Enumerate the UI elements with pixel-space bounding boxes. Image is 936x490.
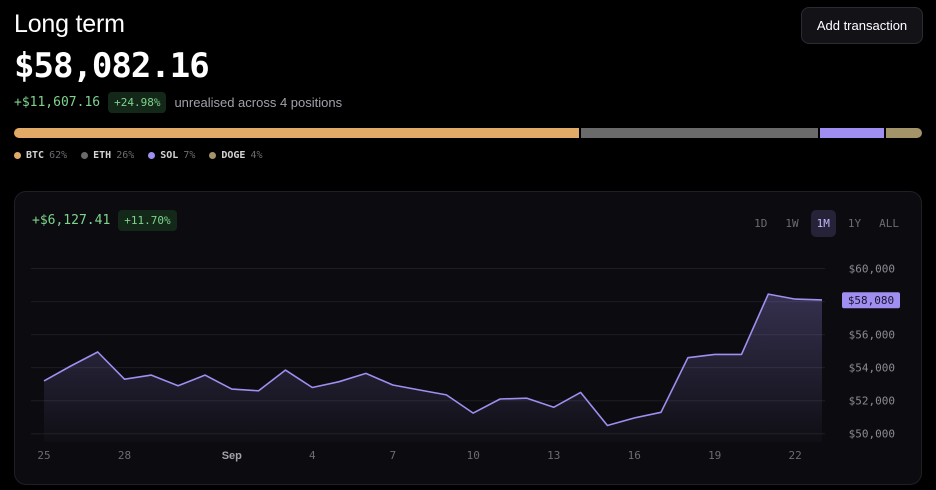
y-tick-label: $56,000 [849, 329, 895, 342]
chart-card: +$6,127.41 +11.70% 1D 1W 1M 1Y ALL $60,000 $5… [14, 191, 922, 485]
page-title: Long term [14, 10, 125, 38]
x-tick-label: 13 [547, 449, 560, 462]
x-tick-label: 16 [628, 449, 641, 462]
y-tick-label: $60,000 [849, 263, 895, 276]
y-tick-label: $54,000 [849, 362, 895, 375]
legend-dot-icon [148, 152, 156, 159]
legend-asset-percent: 4% [250, 150, 263, 161]
range-tab-1y[interactable]: 1Y [847, 217, 862, 230]
range-tab-1m[interactable]: 1M [810, 210, 836, 237]
legend-asset-name: SOL [160, 150, 179, 161]
range-selector: 1D 1W 1M 1Y ALL [748, 210, 905, 237]
legend-item-btc: BTC 62% [14, 150, 67, 161]
price-chart: $60,000$58,000$56,000$54,000$52,000$50,0… [31, 263, 900, 462]
legend-asset-name: DOGE [221, 150, 246, 161]
legend-asset-percent: 7% [183, 150, 196, 161]
x-tick-label: 4 [309, 449, 316, 462]
x-tick-label: 10 [467, 449, 480, 462]
allocation-segment-sol [819, 128, 884, 138]
price-area [44, 294, 822, 442]
x-tick-label: 28 [118, 449, 131, 462]
allocation-segment-btc [14, 128, 579, 138]
x-tick-label: 7 [389, 449, 396, 462]
current-price-tag [842, 292, 900, 309]
chart-pnl-percent-badge: +11.70% [118, 210, 177, 231]
pnl-subtitle: unrealised across 4 positions [174, 95, 343, 110]
allocation-segment-doge [885, 128, 922, 138]
legend-item-doge: DOGE 4% [209, 150, 263, 161]
y-tick-label: $52,000 [849, 395, 895, 408]
x-tick-label: 22 [789, 449, 802, 462]
range-tab-1d[interactable]: 1D [754, 217, 768, 230]
legend-dot-icon [209, 152, 217, 159]
portfolio-balance: $58,082.16 [14, 46, 210, 86]
legend-dot-icon [81, 152, 89, 159]
legend-asset-name: ETH [93, 150, 112, 161]
range-tab-1w[interactable]: 1W [785, 217, 799, 230]
current-price-label: $58,080 [848, 294, 894, 307]
chart-pnl-row: +$6,127.41 +11.70% [32, 210, 177, 231]
legend-asset-percent: 62% [49, 150, 68, 161]
legend-dot-icon [14, 152, 21, 159]
price-line [43, 293, 823, 427]
pnl-row: +$11,607.16 +24.98% unrealised across 4 … [14, 92, 342, 113]
x-tick-label: Sep [222, 450, 242, 462]
allocation-segment-eth [580, 128, 818, 138]
allocation-legend: BTC 62% ETH 26% SOL 7% DOGE 4% [14, 150, 263, 161]
pnl-value: +$11,607.16 [14, 95, 101, 110]
legend-item-eth: ETH 26% [81, 150, 134, 161]
y-tick-label: $50,000 [849, 428, 895, 441]
legend-asset-name: BTC [26, 150, 45, 161]
chart-pnl-value: +$6,127.41 [32, 213, 111, 228]
pnl-percent-badge: +24.98% [108, 92, 167, 113]
legend-item-sol: SOL 7% [148, 150, 195, 161]
allocation-bar [14, 128, 922, 138]
add-transaction-button[interactable]: Add transaction [801, 7, 923, 44]
x-tick-label: 25 [37, 449, 50, 462]
x-tick-label: 19 [708, 449, 721, 462]
range-tab-all[interactable]: ALL [879, 217, 899, 230]
legend-asset-percent: 26% [116, 150, 135, 161]
